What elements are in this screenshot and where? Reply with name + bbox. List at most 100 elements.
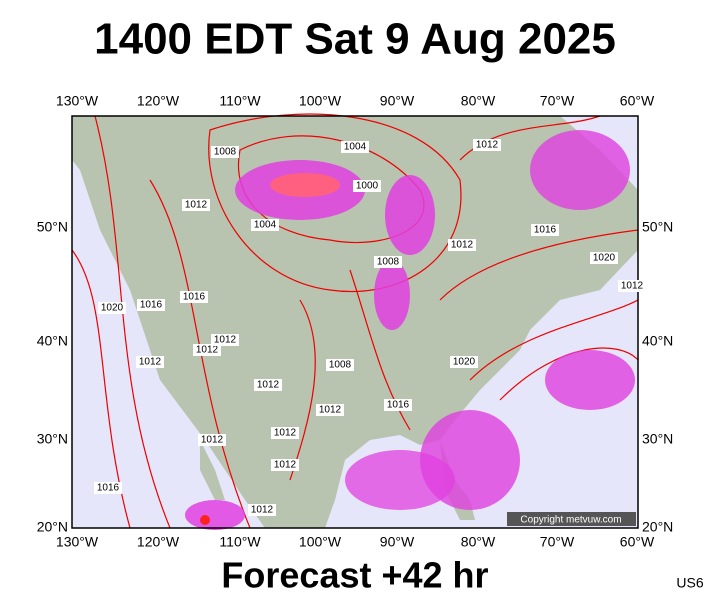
isobar-label: 1020: [101, 303, 124, 314]
rain-core: [200, 515, 210, 525]
isobar-label-box: [248, 504, 276, 516]
isobar-label-box: [374, 256, 402, 268]
isobar-label-box: [473, 139, 501, 151]
rain-area: [345, 450, 455, 510]
isobar-label: 1008: [214, 147, 237, 158]
copyright: Copyright metvuw.com: [520, 515, 621, 526]
lon-label-top: 60°W: [620, 93, 655, 109]
isobar-label: 1000: [356, 181, 379, 192]
isobar-label: 1008: [329, 360, 352, 371]
lon-label-top: 120°W: [137, 93, 180, 109]
isobar-label-box: [353, 180, 381, 192]
isobar-label-box: [618, 280, 646, 292]
isobar-label: 1012: [251, 505, 274, 516]
isobar-labels: 1008 1004 1012 1000 1012 1004 1016 1012 1008 1020…: [94, 139, 646, 516]
isobar-label: 1012: [274, 428, 297, 439]
rain-core: [270, 173, 340, 197]
isobar-label: 1016: [97, 483, 120, 494]
lon-label-top: 80°W: [461, 93, 496, 109]
lon-label-bottom: 90°W: [380, 534, 415, 550]
lon-label-bottom: 60°W: [620, 534, 655, 550]
isobar-label-box: [137, 299, 165, 311]
isobar-label: 1012: [139, 357, 162, 368]
isobar-label-box: [341, 141, 369, 153]
isobar: [149, 179, 251, 529]
isobar-label-box: [211, 146, 239, 158]
lat-label-right: 30°N: [642, 431, 673, 447]
isobar-label-box: [211, 334, 239, 346]
lat-label-left: 50°N: [37, 219, 68, 235]
lat-label-left: 30°N: [37, 431, 68, 447]
precipitation: [185, 130, 635, 530]
isobar-label-box: [94, 482, 122, 494]
region-code: US6: [676, 575, 703, 591]
isobar-label-box: [251, 219, 279, 231]
lon-label-top: 70°W: [540, 93, 575, 109]
isobar-label-box: [193, 344, 221, 356]
lon-label-bottom: 120°W: [137, 534, 180, 550]
map-area: 1008 1004 1012 1000 1012 1004 1016 1012 1008 1020…: [71, 113, 646, 530]
isobar-label-box: [198, 434, 226, 446]
isobar: [439, 229, 639, 301]
rain-area: [545, 350, 635, 410]
rain-area: [185, 500, 245, 530]
isobar-label: 1012: [319, 405, 342, 416]
lon-label-top: 130°W: [56, 93, 99, 109]
isobar-label: 1016: [140, 300, 163, 311]
map-title: 1400 EDT Sat 9 Aug 2025: [94, 15, 616, 64]
lon-label-bottom: 110°W: [219, 534, 261, 550]
isobar-label-box: [384, 399, 412, 411]
isobar-label: 1012: [185, 200, 208, 211]
lon-label-top: 110°W: [219, 93, 261, 109]
isobar-label: 1004: [344, 142, 367, 153]
isobar-label: 1012: [214, 335, 237, 346]
lat-label-right: 40°N: [642, 333, 673, 349]
lat-label-right: 50°N: [642, 219, 673, 235]
copyright-box: [507, 512, 636, 526]
isobar: [71, 249, 131, 529]
rain-area: [385, 175, 435, 255]
map-frame: [71, 115, 639, 529]
land: [72, 116, 638, 528]
isobar-label: 1012: [201, 435, 224, 446]
isobar-label: 1020: [593, 253, 616, 264]
lon-label-bottom: 100°W: [299, 534, 342, 550]
lon-label-bottom: 130°W: [56, 534, 99, 550]
graticule-labels: 130°W 130°W 120°W 120°W 110°W 110°W 100°W 100°W…: [37, 93, 674, 550]
rain-area: [374, 260, 410, 330]
isobar-label-box: [98, 302, 126, 314]
isobar-label: 1012: [257, 380, 280, 391]
isobar: [499, 347, 639, 401]
baja: [200, 440, 225, 500]
isobar-label: 1012: [274, 460, 297, 471]
isobar-label-box: [180, 291, 208, 303]
rain-area: [530, 130, 630, 210]
isobar-label-box: [450, 356, 478, 368]
isobar-label: 1016: [183, 292, 206, 303]
lat-label-right: 20°N: [642, 519, 673, 535]
isobar-label: 1004: [254, 220, 277, 231]
isobar-label: 1008: [377, 257, 400, 268]
isobar-label: 1012: [621, 281, 644, 292]
lon-label-bottom: 70°W: [540, 534, 575, 550]
isobar-label: 1016: [387, 400, 410, 411]
lon-label-top: 90°W: [380, 93, 415, 109]
isobar-label: 1016: [534, 225, 557, 236]
isobar: [289, 299, 316, 481]
isobar-label: 1012: [451, 240, 474, 251]
isobar-label-box: [136, 356, 164, 368]
isobar-label: 1012: [196, 345, 219, 356]
isobar-label-box: [448, 239, 476, 251]
isobar-label: 1012: [476, 140, 499, 151]
forecast-label: Forecast +42 hr: [221, 555, 488, 596]
isobar-label-box: [531, 224, 559, 236]
lat-label-left: 40°N: [37, 333, 68, 349]
isobar-label-box: [316, 404, 344, 416]
isobar-label-box: [326, 359, 354, 371]
isobar-label-box: [271, 459, 299, 471]
lon-label-top: 100°W: [299, 93, 342, 109]
isobar-label-box: [182, 199, 210, 211]
lat-label-left: 20°N: [37, 519, 68, 535]
isobar-label-box: [590, 252, 618, 264]
